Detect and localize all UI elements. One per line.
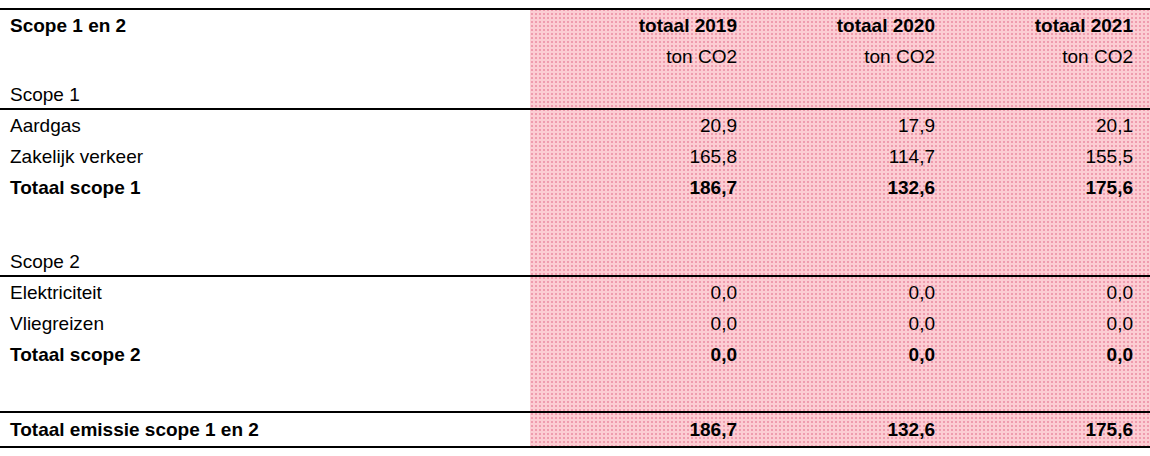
row-label: Totaal scope 2 [0, 344, 530, 366]
units-row: ton CO2 ton CO2 ton CO2 [0, 42, 1150, 72]
value-2021: 20,1 [935, 115, 1133, 137]
value-2020: 17,9 [737, 115, 935, 137]
value-2021: 0,0 [935, 313, 1133, 335]
value-2021: 0,0 [935, 344, 1133, 366]
emissions-table: Scope 1 en 2 totaal 2019 totaal 2020 tot… [0, 8, 1150, 448]
value-2020: 0,0 [737, 282, 935, 304]
table-row-totaal-scope-1: Totaal scope 1 186,7 132,6 175,6 [0, 172, 1150, 203]
value-2019: 0,0 [530, 282, 737, 304]
table-row-elektriciteit: Elektriciteit 0,0 0,0 0,0 [0, 277, 1150, 308]
row-label: Elektriciteit [0, 282, 530, 304]
value-2019: 0,0 [530, 344, 737, 366]
value-2020: 114,7 [737, 146, 935, 168]
value-2020: 132,6 [737, 419, 935, 441]
value-2019: 186,7 [530, 177, 737, 199]
value-2019: 186,7 [530, 419, 737, 441]
table-header-row: Scope 1 en 2 totaal 2019 totaal 2020 tot… [0, 8, 1150, 42]
row-label: Vliegreizen [0, 313, 530, 335]
value-2019: 20,9 [530, 115, 737, 137]
value-2020: 0,0 [737, 313, 935, 335]
value-2021: 0,0 [935, 282, 1133, 304]
section-header-scope-2: Scope 2 [0, 247, 1150, 277]
emissions-report-page: Scope 1 en 2 totaal 2019 totaal 2020 tot… [0, 0, 1150, 456]
spacer-row [0, 370, 1150, 411]
section-label: Scope 1 [0, 84, 530, 106]
table-title: Scope 1 en 2 [0, 15, 530, 37]
table-row-vliegreizen: Vliegreizen 0,0 0,0 0,0 [0, 308, 1150, 339]
unit-2021: ton CO2 [935, 46, 1133, 68]
row-label: Totaal scope 1 [0, 177, 530, 199]
row-label: Zakelijk verkeer [0, 146, 530, 168]
section-header-scope-1: Scope 1 [0, 72, 1150, 110]
value-2021: 175,6 [935, 177, 1133, 199]
table-row-grand-total: Totaal emissie scope 1 en 2 186,7 132,6 … [0, 411, 1150, 448]
table-row-totaal-scope-2: Totaal scope 2 0,0 0,0 0,0 [0, 339, 1150, 370]
value-2019: 0,0 [530, 313, 737, 335]
spacer-row [0, 203, 1150, 247]
value-2019: 165,8 [530, 146, 737, 168]
table-row-zakelijk-verkeer: Zakelijk verkeer 165,8 114,7 155,5 [0, 141, 1150, 172]
value-2020: 132,6 [737, 177, 935, 199]
table-row-aardgas: Aardgas 20,9 17,9 20,1 [0, 110, 1150, 141]
value-2021: 155,5 [935, 146, 1133, 168]
unit-2019: ton CO2 [530, 46, 737, 68]
unit-2020: ton CO2 [737, 46, 935, 68]
column-header-2019: totaal 2019 [530, 15, 737, 37]
value-2020: 0,0 [737, 344, 935, 366]
column-header-2021: totaal 2021 [935, 15, 1133, 37]
column-header-2020: totaal 2020 [737, 15, 935, 37]
row-label: Aardgas [0, 115, 530, 137]
row-label: Totaal emissie scope 1 en 2 [0, 419, 530, 441]
section-label: Scope 2 [0, 251, 530, 273]
value-2021: 175,6 [935, 419, 1133, 441]
